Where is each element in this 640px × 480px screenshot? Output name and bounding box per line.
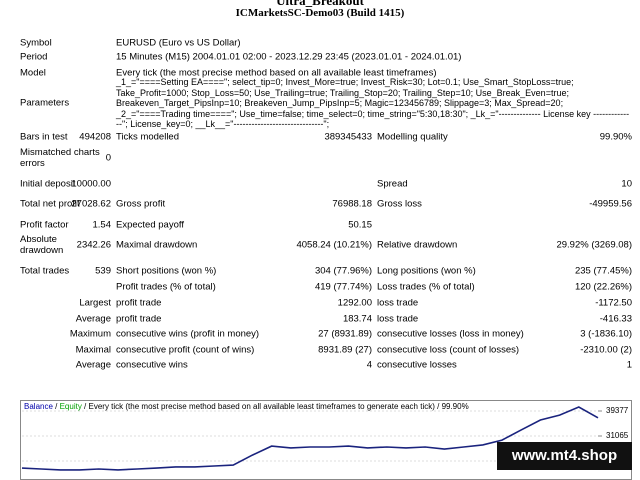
row-label: profit trade	[116, 297, 162, 309]
row-label: Expected payoff	[116, 219, 184, 231]
legend-item: Balance	[24, 402, 53, 411]
row-value: 1.54	[92, 219, 112, 231]
row-value: 1	[626, 359, 632, 371]
watermark: www.mt4.shop	[497, 442, 632, 470]
row-value: 304 (77.96%)	[314, 265, 372, 277]
row-label: loss trade	[377, 297, 419, 309]
chart-legend: Balance / Equity / Every tick (the most …	[24, 402, 469, 411]
row-label: Total trades	[20, 265, 70, 277]
row-value: 10	[621, 178, 632, 190]
row-value: -416.33	[599, 313, 632, 325]
row-value: Average	[75, 313, 111, 325]
row-value: 27 (8931.89)	[318, 328, 372, 340]
row-label: Period	[20, 51, 48, 63]
row-value: 2342.26	[76, 239, 111, 251]
row-value: 235 (77.45%)	[574, 265, 632, 277]
legend-separator: /	[435, 402, 442, 411]
row-label: Ticks modelled	[116, 131, 180, 143]
row-label: consecutive wins (profit in money)	[116, 328, 260, 340]
row-value: 99.90%	[599, 131, 632, 143]
row-label: Initial deposit	[20, 178, 76, 190]
row-value: 29.92% (3269.08)	[556, 239, 632, 251]
legend-item: Equity	[60, 402, 82, 411]
row-label: consecutive wins	[116, 359, 188, 371]
row-label: Spread	[377, 178, 408, 190]
row-value: 419 (77.74%)	[314, 281, 372, 293]
legend-separator: /	[53, 402, 60, 411]
row-label: Total net profit	[20, 198, 80, 210]
report-title: Ultra_Breakout	[276, 0, 364, 8]
row-label: Bars in test	[20, 131, 68, 143]
y-tick-label: 39377	[606, 406, 629, 415]
row-label: 15 Minutes (M15) 2004.01.01 02:00 - 2023…	[116, 51, 462, 63]
row-value: 8931.89 (27)	[318, 344, 372, 356]
row-value: 494208	[79, 131, 111, 143]
row-label: Parameters	[20, 97, 70, 109]
row-label: Absolute drawdown	[20, 234, 64, 256]
row-label: profit trade	[116, 313, 162, 325]
row-label: Modelling quality	[377, 131, 448, 143]
row-value: 10000.00	[71, 178, 111, 190]
row-label: Gross profit	[116, 198, 166, 210]
row-label: Relative drawdown	[377, 239, 458, 251]
row-value: 1292.00	[337, 297, 372, 309]
row-label: Short positions (won %)	[116, 265, 217, 277]
row-value: Maximal	[75, 344, 111, 356]
row-value: 0	[105, 152, 111, 164]
row-label: Model	[20, 67, 46, 79]
row-label: consecutive loss (count of losses)	[377, 344, 520, 356]
row-label: Every tick (the most precise method base…	[116, 67, 437, 79]
row-label: Gross loss	[377, 198, 422, 210]
row-value: Largest	[79, 297, 111, 309]
row-label: loss trade	[377, 313, 419, 325]
row-label: Profit factor	[20, 219, 69, 231]
row-label: consecutive profit (count of wins)	[116, 344, 255, 356]
row-label: Symbol	[20, 37, 52, 49]
row-value: 539	[95, 265, 111, 277]
row-value: -49959.56	[589, 198, 632, 210]
row-label: consecutive losses (loss in money)	[377, 328, 524, 340]
row-value: 27028.62	[71, 198, 111, 210]
row-label: consecutive losses	[377, 359, 457, 371]
row-label: _1_="====Setting EA===="; select_tip=0; …	[116, 76, 630, 129]
row-label: Maximal drawdown	[116, 239, 198, 251]
row-label: Loss trades (% of total)	[377, 281, 475, 293]
legend-separator: /	[82, 402, 89, 411]
row-label: Profit trades (% of total)	[116, 281, 216, 293]
legend-item: Every tick (the most precise method base…	[89, 402, 436, 411]
row-value: 4	[366, 359, 372, 371]
row-value: -1172.50	[595, 297, 632, 309]
row-value: 3 (-1836.10)	[580, 328, 632, 340]
row-label: Long positions (won %)	[377, 265, 476, 277]
row-label: Mismatched charts errors	[20, 147, 100, 169]
row-value: 4058.24 (10.21%)	[296, 239, 372, 251]
row-value: Maximum	[69, 328, 111, 340]
row-value: 76988.18	[332, 198, 372, 210]
row-label: EURUSD (Euro vs US Dollar)	[116, 37, 241, 49]
legend-item: 99.90%	[442, 402, 469, 411]
row-value: 389345433	[324, 131, 372, 143]
row-value: 183.74	[342, 313, 372, 325]
report-server: ICMarketsSC-Demo03 (Build 1415)	[235, 7, 405, 19]
y-tick-label: 31065	[606, 431, 629, 440]
row-value: 120 (22.26%)	[574, 281, 632, 293]
row-value: Average	[75, 359, 111, 371]
balance-line	[21, 406, 599, 471]
row-value: 50.15	[348, 219, 372, 231]
row-value: -2310.00 (2)	[580, 344, 632, 356]
